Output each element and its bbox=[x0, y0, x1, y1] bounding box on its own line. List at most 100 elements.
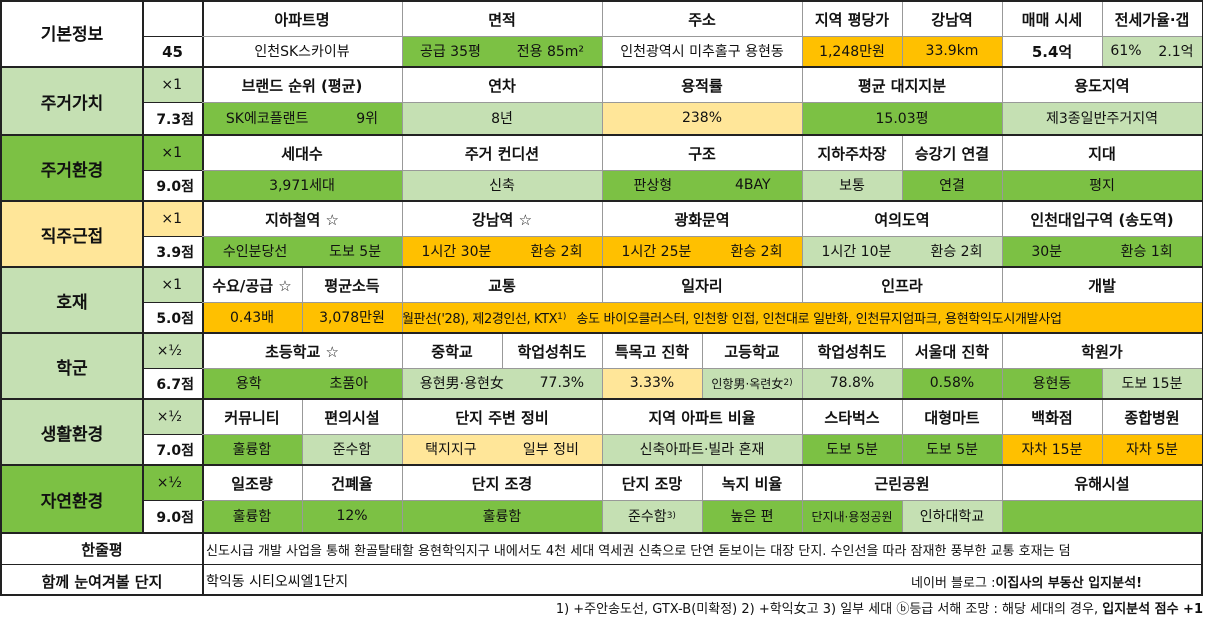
blog-prefix: 네이버 블로그 : bbox=[911, 575, 996, 591]
header-jobs: 일자리 bbox=[602, 268, 802, 302]
multiplier: ×1 bbox=[142, 268, 202, 302]
header-academy: 학원가 bbox=[1002, 334, 1202, 368]
compare-text: 학익동 시티오씨엘1단지 bbox=[206, 574, 349, 590]
gangnam-time: 1시간 30분 bbox=[421, 244, 492, 260]
header-high-achievement: 학업성취도 bbox=[802, 334, 902, 368]
elementary-name: 용학 bbox=[235, 376, 262, 392]
header-community: 커뮤니티 bbox=[202, 400, 302, 434]
floor-area-ratio: 238% bbox=[602, 102, 802, 134]
multiplier: ×½ bbox=[142, 334, 202, 368]
multiplier: ×1 bbox=[142, 68, 202, 102]
header-age: 연차 bbox=[402, 68, 602, 102]
subway-line: 수인분당선 bbox=[222, 244, 288, 260]
header-apt-ratio: 지역 아파트 비율 bbox=[602, 400, 802, 434]
header-jeonse: 전세가율·갭 bbox=[1102, 2, 1202, 36]
header-department: 백화점 bbox=[1002, 400, 1102, 434]
high-school-values: 인항男·옥련女 2) bbox=[702, 368, 802, 398]
footnote-ref: 2) bbox=[783, 378, 793, 388]
header-yeouido: 여의도역 bbox=[802, 202, 1002, 236]
jobs-infra-dev: 송도 바이오클러스터, 인천항 인접, 인천대로 일반화, 인천뮤지엄파크, 용… bbox=[576, 311, 1062, 327]
header-incheon-univ: 인천대입구역 (송도역) bbox=[1002, 202, 1202, 236]
coverage: 12% bbox=[302, 500, 402, 532]
header-gangnam: 강남역 bbox=[902, 2, 1002, 36]
development-values: 월판선('28), 제2경인선, KTX 1) 송도 바이오클러스터, 인천항 인… bbox=[402, 302, 1202, 332]
incheon-univ-values: 30분 환승 1회 bbox=[1002, 236, 1202, 266]
surroundings-values: 택지지구 일부 정비 bbox=[402, 434, 602, 464]
header-brand-rank: 브랜드 순위 (평균) bbox=[202, 68, 402, 102]
footnote-bold: 입지분석 점수 +1 bbox=[1102, 602, 1203, 617]
parking: 보통 bbox=[802, 170, 902, 200]
convenience: 준수함 bbox=[302, 434, 402, 464]
surroundings-state: 일부 정비 bbox=[522, 442, 579, 458]
category-nature: 자연환경 bbox=[2, 466, 142, 532]
header-infra: 인프라 bbox=[802, 268, 1002, 302]
header-hospital: 종합병원 bbox=[1102, 400, 1202, 434]
header-area: 면적 bbox=[402, 2, 602, 36]
jeonse-rate: 61% bbox=[1110, 43, 1142, 59]
category-score: 9.0점 bbox=[142, 500, 202, 532]
multiplier: ×1 bbox=[142, 136, 202, 170]
elementary-adjacent: 초품아 bbox=[329, 376, 369, 392]
brand-rank: 9위 bbox=[356, 111, 379, 127]
land-share: 15.03평 bbox=[802, 102, 1002, 134]
category-score: 5.0점 bbox=[142, 302, 202, 332]
age: 8년 bbox=[402, 102, 602, 134]
transport-plans: 월판선('28), 제2경인선, KTX bbox=[402, 311, 558, 327]
incheon-univ-time: 30분 bbox=[1031, 244, 1063, 260]
high-achievement: 78.8% bbox=[802, 368, 902, 398]
elementary-values: 용학 초품아 bbox=[202, 368, 402, 398]
header-apt-name: 아파트명 bbox=[202, 2, 402, 36]
header-gwanghwamun: 광화문역 bbox=[602, 202, 802, 236]
middle-achievement: 77.3% bbox=[539, 375, 585, 391]
summary-text: 신도시급 개발 사업을 통해 환골탈태할 용현학익지구 내에서도 4천 세대 역… bbox=[206, 543, 1071, 559]
gwanghwamun-values: 1시간 25분 환승 2회 bbox=[602, 236, 802, 266]
header-surroundings: 단지 주변 정비 bbox=[402, 400, 602, 434]
price-per-pyeong: 1,248만원 bbox=[802, 36, 902, 66]
hazard bbox=[1002, 500, 1202, 532]
community: 훌륭함 bbox=[202, 434, 302, 464]
blog-credit: 네이버 블로그 : 이집사의 부동산 입지분석! bbox=[802, 566, 1202, 596]
view: 준수함 bbox=[628, 509, 667, 525]
apt-name: 인천SK스카이뷰 bbox=[254, 44, 350, 60]
middle-values: 용현男·용현女 77.3% bbox=[402, 368, 602, 398]
starbucks: 도보 5분 bbox=[802, 434, 902, 464]
special-high: 3.33% bbox=[602, 368, 702, 398]
header-mart: 대형마트 bbox=[902, 400, 1002, 434]
park-univ: 인하대학교 bbox=[902, 500, 1002, 532]
header-land-share: 평균 대지지분 bbox=[802, 68, 1002, 102]
header-snu: 서울대 진학 bbox=[902, 334, 1002, 368]
brand: SK에코플랜트 bbox=[225, 111, 309, 127]
category-commute: 직주근접 bbox=[2, 202, 142, 266]
header-special-high: 특목고 진학 bbox=[602, 334, 702, 368]
multiplier: ×½ bbox=[142, 466, 202, 500]
park-inside: 단지내·용정공원 bbox=[802, 500, 902, 532]
elevator: 연결 bbox=[902, 170, 1002, 200]
subway-values: 수인분당선 도보 5분 bbox=[202, 236, 402, 266]
snu-rate: 0.58% bbox=[902, 368, 1002, 398]
multiplier: ×½ bbox=[142, 400, 202, 434]
header-income: 평균소득 bbox=[302, 268, 402, 302]
terrain: 평지 bbox=[1002, 170, 1202, 200]
sunlight: 훌륭함 bbox=[202, 500, 302, 532]
subway-walk: 도보 5분 bbox=[329, 244, 382, 260]
header-landscape: 단지 조경 bbox=[402, 466, 602, 500]
header-middle-achievement: 학업성취도 bbox=[502, 334, 602, 368]
header-hazard: 유해시설 bbox=[1002, 466, 1202, 500]
structure-values: 판상형 4BAY bbox=[602, 170, 802, 200]
gangnam-transfer: 환승 2회 bbox=[530, 244, 583, 260]
category-score: 6.7점 bbox=[142, 368, 202, 398]
department: 자차 15분 bbox=[1002, 434, 1102, 464]
category-score: 7.0점 bbox=[142, 434, 202, 464]
header-park: 근린공원 bbox=[802, 466, 1002, 500]
view-values: 준수함 3) bbox=[602, 500, 702, 532]
footnote-text: 1) +주안송도선, GTX-B(미확정) 2) +학익女고 3) 일부 세대 … bbox=[555, 602, 1103, 617]
header-convenience: 편의시설 bbox=[302, 400, 402, 434]
header-structure: 구조 bbox=[602, 136, 802, 170]
compare-label: 함께 눈여겨볼 단지 bbox=[41, 572, 163, 591]
hospital: 자차 5분 bbox=[1102, 434, 1202, 464]
header-supply-demand: 수요/공급 ☆ bbox=[202, 268, 302, 302]
summary-label: 한줄평 bbox=[81, 540, 123, 559]
area-supply: 공급 35평 bbox=[419, 44, 481, 60]
gwanghwamun-transfer: 환승 2회 bbox=[730, 244, 783, 260]
